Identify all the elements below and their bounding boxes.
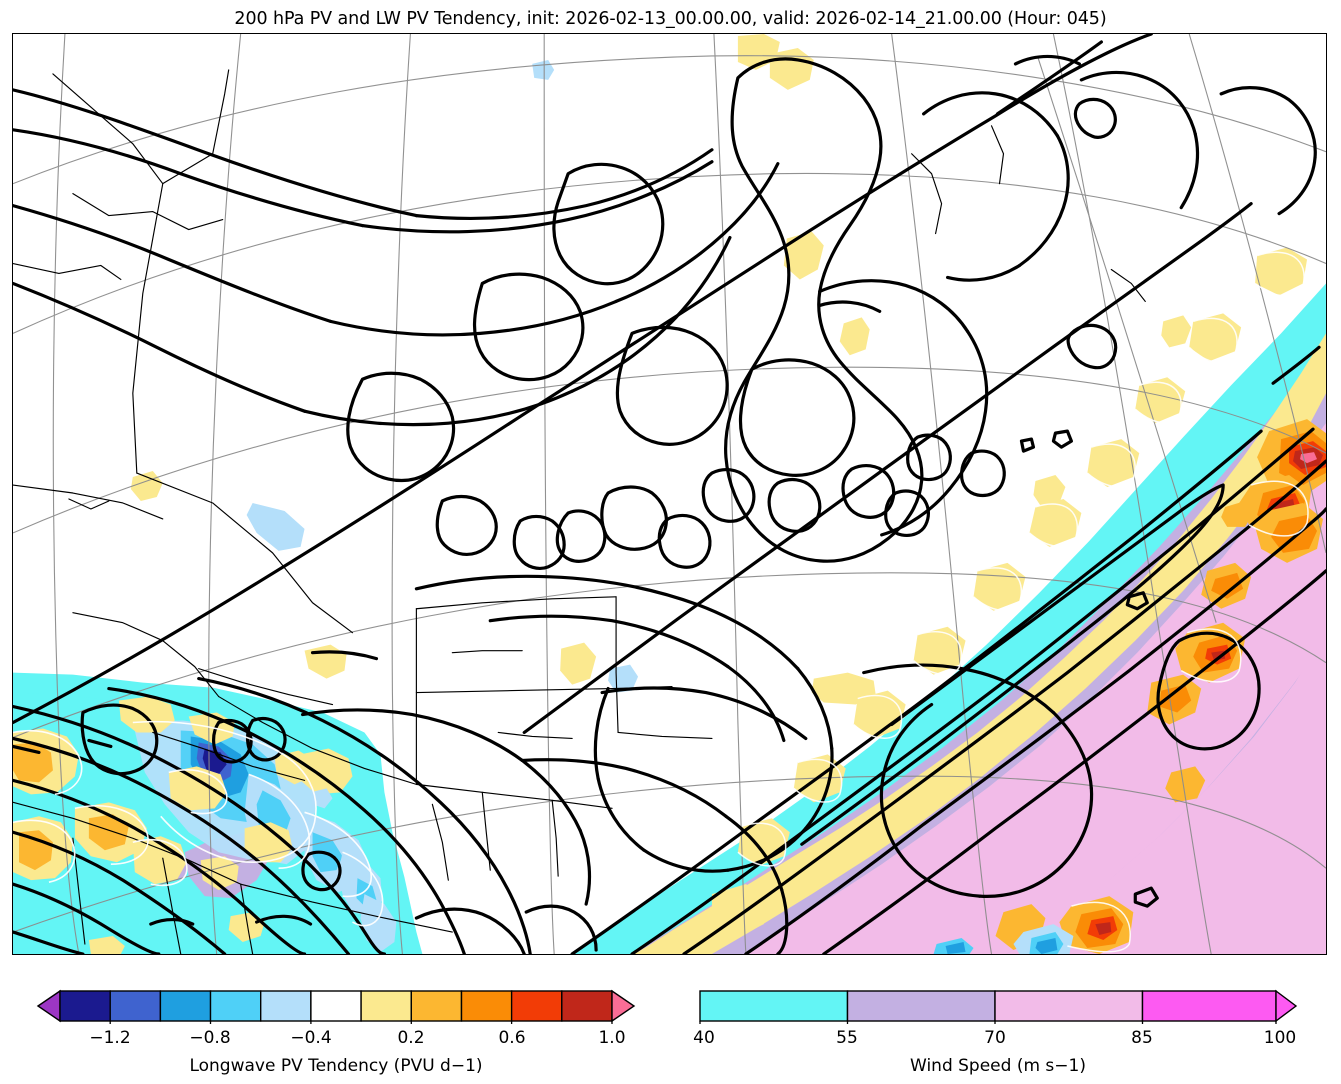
pv-jet-outline-layer xyxy=(737,251,1309,953)
pv-tick-3: 0.2 xyxy=(397,1028,425,1048)
colorbar-pv-swatches xyxy=(36,989,636,1024)
wind-tick-3: 85 xyxy=(1131,1028,1153,1048)
pv-tick-2: −0.4 xyxy=(290,1028,332,1048)
pv-tendency-fill-layer xyxy=(13,34,1326,954)
colorbar-wind-axis-label: Wind Speed (m s−1) xyxy=(910,1056,1086,1076)
colorbar-wind-swatches xyxy=(699,989,1298,1024)
pv-tick-4: 0.6 xyxy=(498,1028,526,1048)
pv-tick-1: −0.8 xyxy=(189,1028,231,1048)
colorbar-pv-tendency[interactable]: −1.2 −0.8 −0.4 0.2 0.6 1.0 Longwave PV T… xyxy=(36,988,636,1084)
pv-tick-5: 1.0 xyxy=(598,1028,626,1048)
wind-tick-0: 40 xyxy=(693,1028,715,1048)
graticule-layer xyxy=(13,34,1326,954)
colorbar-pv-ticks: −1.2 −0.8 −0.4 0.2 0.6 1.0 xyxy=(36,1028,636,1050)
map-plot-area[interactable] xyxy=(12,33,1327,955)
pv-zero-contour-layer xyxy=(13,720,384,927)
wind-tick-2: 70 xyxy=(984,1028,1006,1048)
colorbar-wind-speed[interactable]: 40 55 70 85 100 Wind Speed (m s−1) xyxy=(693,988,1298,1084)
colorbar-wind-ticks: 40 55 70 85 100 xyxy=(693,1028,1298,1050)
wind-tick-1: 55 xyxy=(836,1028,858,1048)
map-graphics xyxy=(13,34,1326,954)
pv-tick-0: −1.2 xyxy=(89,1028,131,1048)
figure-title: 200 hPa PV and LW PV Tendency, init: 202… xyxy=(234,9,1107,29)
colorbar-pv-axis-label: Longwave PV Tendency (PVU d−1) xyxy=(189,1056,483,1076)
pv-contour-layer xyxy=(13,34,1326,954)
wind-tick-4: 100 xyxy=(1263,1028,1297,1048)
